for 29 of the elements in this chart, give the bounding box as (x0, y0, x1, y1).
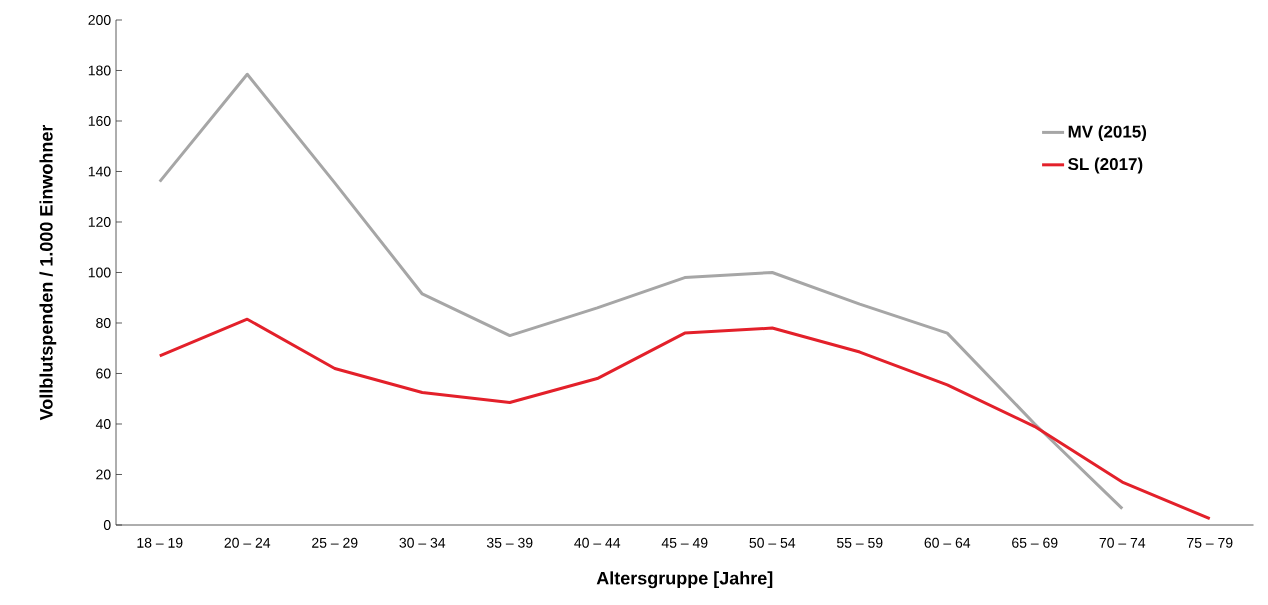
y-tick-label: 100 (88, 267, 111, 278)
x-tick-label: 55 – 59 (836, 537, 883, 548)
y-tick-label: 40 (95, 419, 111, 429)
x-axis-title: Altersgruppe [Jahre] (596, 571, 773, 589)
x-tick-label: 70 – 74 (1099, 537, 1146, 548)
x-tick-label: 60 – 64 (924, 537, 971, 548)
x-tick-label: 35 – 39 (486, 537, 533, 548)
y-tick-label: 0 (103, 520, 111, 530)
x-tick-label: 50 – 54 (749, 537, 796, 548)
legend-label: SL (2017) (1068, 157, 1143, 174)
y-axis-title: Vollblutspenden / 1.000 Einwohner (39, 124, 57, 421)
x-tick-label: 25 – 29 (312, 537, 358, 548)
legend-label: MV (2015) (1068, 125, 1147, 142)
y-tick-label: 200 (88, 15, 111, 25)
y-tick-label: 20 (96, 469, 111, 480)
x-tick-label: 65 – 69 (1012, 537, 1058, 548)
y-tick-label: 140 (88, 166, 111, 177)
line-series (158, 317, 1212, 521)
x-tick-label: 40 – 44 (574, 537, 621, 548)
x-tick-label: 20 – 24 (224, 537, 271, 548)
x-tick-label: 75 – 79 (1187, 537, 1233, 548)
y-tick-label: 160 (88, 116, 111, 126)
y-tick-label: 60 (96, 368, 111, 379)
y-tick-label: 120 (88, 217, 111, 227)
x-tick-label: 18 – 19 (137, 537, 183, 548)
x-tick-label: 30 – 34 (399, 537, 446, 548)
x-tick-label: 45 – 49 (661, 537, 708, 548)
y-tick-label: 80 (96, 318, 111, 328)
y-tick-label: 180 (88, 65, 111, 76)
